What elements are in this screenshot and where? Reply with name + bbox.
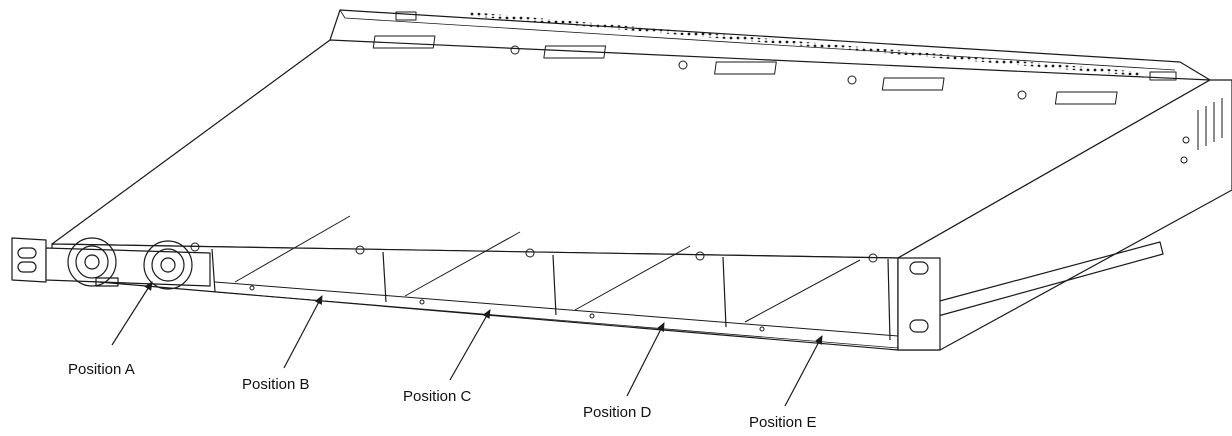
rear-edge xyxy=(329,9,1211,81)
psu-handle xyxy=(95,277,119,287)
bay-divider xyxy=(887,258,891,341)
bay-divider xyxy=(552,254,557,316)
left-rack-ear xyxy=(11,237,47,283)
psu-module xyxy=(45,247,211,287)
top-cutouts xyxy=(372,11,1177,105)
rack-ear-hole xyxy=(17,247,37,259)
vent-row xyxy=(469,12,1141,76)
bay-divider xyxy=(722,256,727,328)
rack-ear-hole xyxy=(17,261,37,273)
position-a-label: Position A xyxy=(68,361,135,378)
position-labels: Position A Position B Position C Positio… xyxy=(68,361,817,431)
bay-divider xyxy=(211,248,216,293)
arrow-position-a xyxy=(111,281,153,346)
position-c-label: Position C xyxy=(403,388,472,405)
right-rack-ear xyxy=(897,257,941,351)
fan-grille xyxy=(67,237,117,287)
screw-holes xyxy=(190,242,878,332)
chassis-body xyxy=(11,9,1232,351)
position-d-label: Position D xyxy=(583,404,652,421)
bay-divider xyxy=(382,251,387,303)
arrow-position-b xyxy=(283,295,323,369)
rack-ear-hole xyxy=(909,261,929,275)
rack-ear-hole xyxy=(909,319,929,333)
arrow-position-c xyxy=(449,309,491,381)
side-vents xyxy=(1180,98,1223,164)
fan-grille xyxy=(143,240,193,290)
arrow-position-d xyxy=(626,322,665,397)
position-b-label: Position B xyxy=(242,376,310,393)
arrow-position-e xyxy=(784,335,823,407)
callout-arrows xyxy=(111,281,823,407)
position-e-label: Position E xyxy=(749,414,817,431)
